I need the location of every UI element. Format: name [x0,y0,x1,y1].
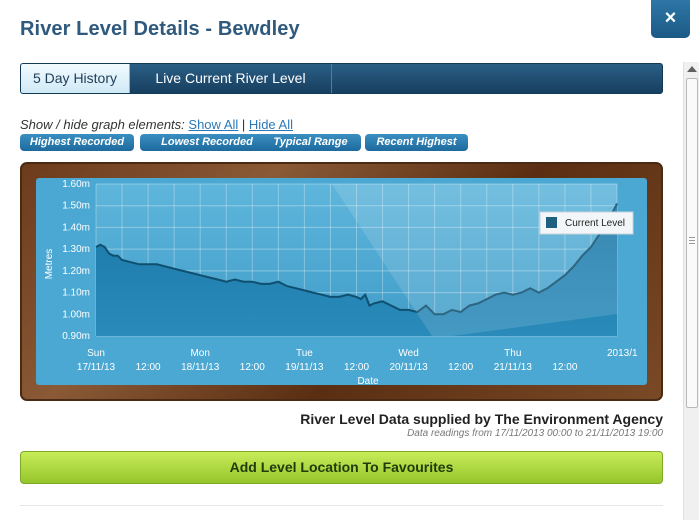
show-hide-controls: Show / hide graph elements: Show All | H… [20,117,293,132]
x-tick-day-label: Thu [504,348,521,359]
hide-all-link[interactable]: Hide All [248,117,293,132]
x-tick-label: 12:00 [136,362,161,373]
x-tick-day-label: Wed [398,348,418,359]
show-hide-label: Show / hide graph elements: [20,117,185,132]
chart-legend[interactable]: Current Level [539,211,634,235]
river-level-chart: 1.60m 1.50m 1.40m 1.30m 1.20m 1.10m 1.00m 0.90m… [36,178,647,387]
x-tick-label: 2013/1 [607,348,638,359]
x-tick-label: 12:00 [552,362,577,373]
scrollbar[interactable] [683,62,699,520]
scroll-up-arrow-icon[interactable] [687,66,697,72]
y-axis-label: Metres [44,249,55,280]
x-tick-label: 20/11/13 [390,362,429,373]
scroll-grip-icon [689,237,695,244]
x-axis-ticks: Sun 17/11/13 12:00 Mon 18/11/13 12:00 Tue 19/11… [77,348,638,373]
close-button[interactable]: × [651,0,690,38]
toggle-typical-range[interactable]: Typical Range [260,134,361,151]
add-to-favourites-button[interactable]: Add Level Location To Favourites [20,451,663,484]
x-tick-label: 12:00 [448,362,473,373]
tab-5-day-history[interactable]: 5 Day History [21,64,130,93]
tab-bar: 5 Day History Live Current River Level [20,63,663,94]
chart-frame: 1.60m 1.50m 1.40m 1.30m 1.20m 1.10m 1.00m 0.90m… [20,162,663,401]
toggle-highest-recorded[interactable]: Highest Recorded [20,134,134,151]
page-title: River Level Details - Bewdley [20,18,300,40]
x-tick-day-label: Mon [190,348,209,359]
legend-box [539,211,634,235]
y-tick-label: 1.30m [62,244,90,255]
divider [20,505,663,506]
y-tick-label: 1.00m [62,309,90,320]
data-readings-range: Data readings from 17/11/2013 00:00 to 2… [407,428,663,439]
legend-label: Current Level [565,218,625,229]
x-tick-day-label: Tue [296,348,313,359]
x-tick-label: 17/11/13 [77,362,116,373]
toggle-recent-highest[interactable]: Recent Highest [365,134,468,151]
legend-swatch [546,217,557,228]
x-tick-label: 12:00 [240,362,265,373]
y-tick-label: 1.60m [62,179,90,190]
scrollbar-thumb[interactable] [686,78,698,408]
x-tick-day-label: Sun [87,348,105,359]
current-level-line [95,203,618,316]
y-tick-label: 1.50m [62,201,90,212]
current-level-area [96,203,617,336]
x-tick-label: 18/11/13 [181,362,220,373]
y-tick-label: 1.40m [62,222,90,233]
x-axis-label: Date [357,376,379,387]
y-tick-label: 1.20m [62,266,90,277]
y-tick-label: 1.10m [62,288,90,299]
show-hide-separator: | [241,117,246,132]
tab-live-current-river-level[interactable]: Live Current River Level [130,64,332,93]
y-axis-ticks: 1.60m 1.50m 1.40m 1.30m 1.20m 1.10m 1.00m 0.90m [62,179,90,342]
data-credit: River Level Data supplied by The Environ… [300,411,663,427]
show-all-link[interactable]: Show All [188,117,239,132]
y-tick-label: 0.90m [62,331,90,342]
x-tick-label: 12:00 [344,362,369,373]
x-tick-label: 21/11/13 [494,362,533,373]
x-tick-label: 19/11/13 [285,362,324,373]
toggle-lowest-recorded[interactable]: Lowest Recorded [140,134,274,151]
